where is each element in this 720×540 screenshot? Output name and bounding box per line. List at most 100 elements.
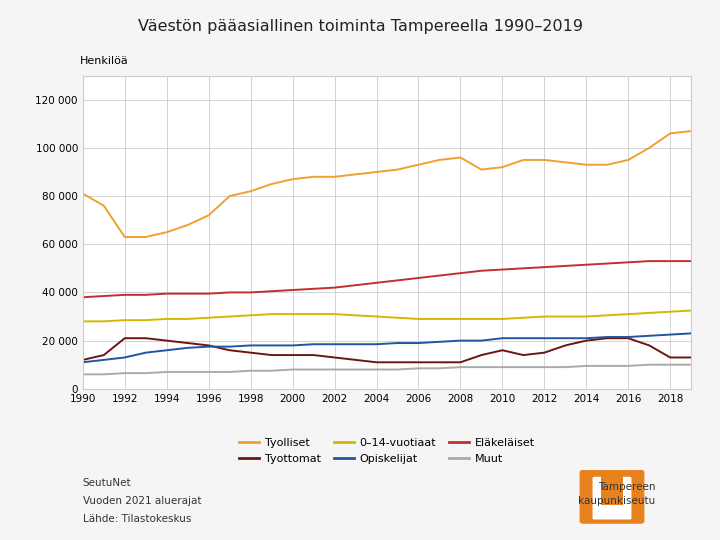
Tyottomat — [498, 347, 507, 354]
Muut — [645, 361, 654, 368]
Opiskelijat — [477, 338, 486, 344]
Tyolliset — [225, 193, 234, 199]
Muut — [204, 369, 213, 375]
0–14-vuotiaat — [666, 308, 675, 315]
0–14-vuotiaat — [330, 311, 339, 318]
Tyottomat — [540, 349, 549, 356]
Eläkeläiset — [687, 258, 696, 265]
Opiskelijat — [78, 359, 87, 366]
Opiskelijat — [267, 342, 276, 349]
Opiskelijat — [351, 341, 360, 347]
Eläkeläiset — [330, 285, 339, 291]
Line: Eläkeläiset: Eläkeläiset — [83, 261, 691, 297]
Eläkeläiset — [645, 258, 654, 265]
Tyottomat — [582, 338, 590, 344]
Eläkeläiset — [120, 292, 129, 298]
Opiskelijat — [414, 340, 423, 346]
Eläkeläiset — [477, 267, 486, 274]
0–14-vuotiaat — [120, 317, 129, 323]
Opiskelijat — [582, 335, 590, 341]
Eläkeläiset — [351, 282, 360, 288]
Tyolliset — [99, 202, 108, 209]
Tyolliset — [498, 164, 507, 171]
Line: Muut: Muut — [83, 364, 691, 374]
Opiskelijat — [498, 335, 507, 341]
Tyottomat — [624, 335, 633, 341]
Muut — [477, 364, 486, 370]
Tyolliset — [435, 157, 444, 163]
0–14-vuotiaat — [645, 309, 654, 316]
Eläkeläiset — [99, 293, 108, 299]
0–14-vuotiaat — [78, 318, 87, 325]
Eläkeläiset — [393, 277, 402, 284]
Muut — [666, 361, 675, 368]
FancyBboxPatch shape — [593, 477, 631, 519]
Tyolliset — [330, 173, 339, 180]
Tyolliset — [582, 161, 590, 168]
Tyottomat — [267, 352, 276, 359]
0–14-vuotiaat — [288, 311, 297, 318]
Tyottomat — [561, 342, 570, 349]
Tyolliset — [414, 161, 423, 168]
Opiskelijat — [204, 343, 213, 350]
Tyottomat — [141, 335, 150, 341]
Tyolliset — [351, 171, 360, 178]
Opiskelijat — [519, 335, 528, 341]
Muut — [414, 365, 423, 372]
Muut — [372, 366, 381, 373]
0–14-vuotiaat — [687, 307, 696, 314]
0–14-vuotiaat — [184, 316, 192, 322]
Tyottomat — [603, 335, 611, 341]
Tyolliset — [163, 229, 171, 235]
Muut — [310, 366, 318, 373]
Tyolliset — [246, 188, 255, 194]
Eläkeläiset — [414, 275, 423, 281]
Opiskelijat — [310, 341, 318, 347]
Tyolliset — [120, 234, 129, 240]
Eläkeläiset — [372, 280, 381, 286]
Opiskelijat — [666, 332, 675, 338]
Muut — [519, 364, 528, 370]
Muut — [99, 371, 108, 377]
Tyolliset — [372, 168, 381, 175]
Opiskelijat — [184, 345, 192, 351]
Tyottomat — [120, 335, 129, 341]
Tyolliset — [184, 222, 192, 228]
Tyottomat — [246, 349, 255, 356]
Tyolliset — [204, 212, 213, 219]
Tyolliset — [141, 234, 150, 240]
Eläkeläiset — [582, 261, 590, 268]
Muut — [246, 368, 255, 374]
Opiskelijat — [687, 330, 696, 336]
0–14-vuotiaat — [99, 318, 108, 325]
Eläkeläiset — [456, 270, 464, 276]
Opiskelijat — [624, 334, 633, 340]
Opiskelijat — [225, 343, 234, 350]
Line: Tyottomat: Tyottomat — [83, 338, 691, 362]
0–14-vuotiaat — [204, 314, 213, 321]
Eläkeläiset — [246, 289, 255, 296]
Tyottomat — [456, 359, 464, 366]
Opiskelijat — [645, 333, 654, 339]
Opiskelijat — [603, 334, 611, 340]
Muut — [225, 369, 234, 375]
Tyolliset — [288, 176, 297, 183]
Tyolliset — [561, 159, 570, 166]
Text: Tampereen
kaupunkiseutu: Tampereen kaupunkiseutu — [578, 483, 655, 505]
Line: Tyolliset: Tyolliset — [83, 131, 691, 237]
Legend: Tyolliset, Tyottomat, 0–14-vuotiaat, Opiskelijat, Eläkeläiset, Muut: Tyolliset, Tyottomat, 0–14-vuotiaat, Opi… — [239, 438, 535, 464]
0–14-vuotiaat — [163, 316, 171, 322]
Muut — [561, 364, 570, 370]
Eläkeläiset — [204, 291, 213, 297]
0–14-vuotiaat — [582, 313, 590, 320]
Tyolliset — [603, 161, 611, 168]
Tyottomat — [372, 359, 381, 366]
Tyolliset — [540, 157, 549, 163]
Opiskelijat — [163, 347, 171, 354]
0–14-vuotiaat — [310, 311, 318, 318]
Opiskelijat — [393, 340, 402, 346]
Tyolliset — [78, 191, 87, 197]
Tyottomat — [393, 359, 402, 366]
Eläkeläiset — [498, 266, 507, 273]
Eläkeläiset — [78, 294, 87, 300]
